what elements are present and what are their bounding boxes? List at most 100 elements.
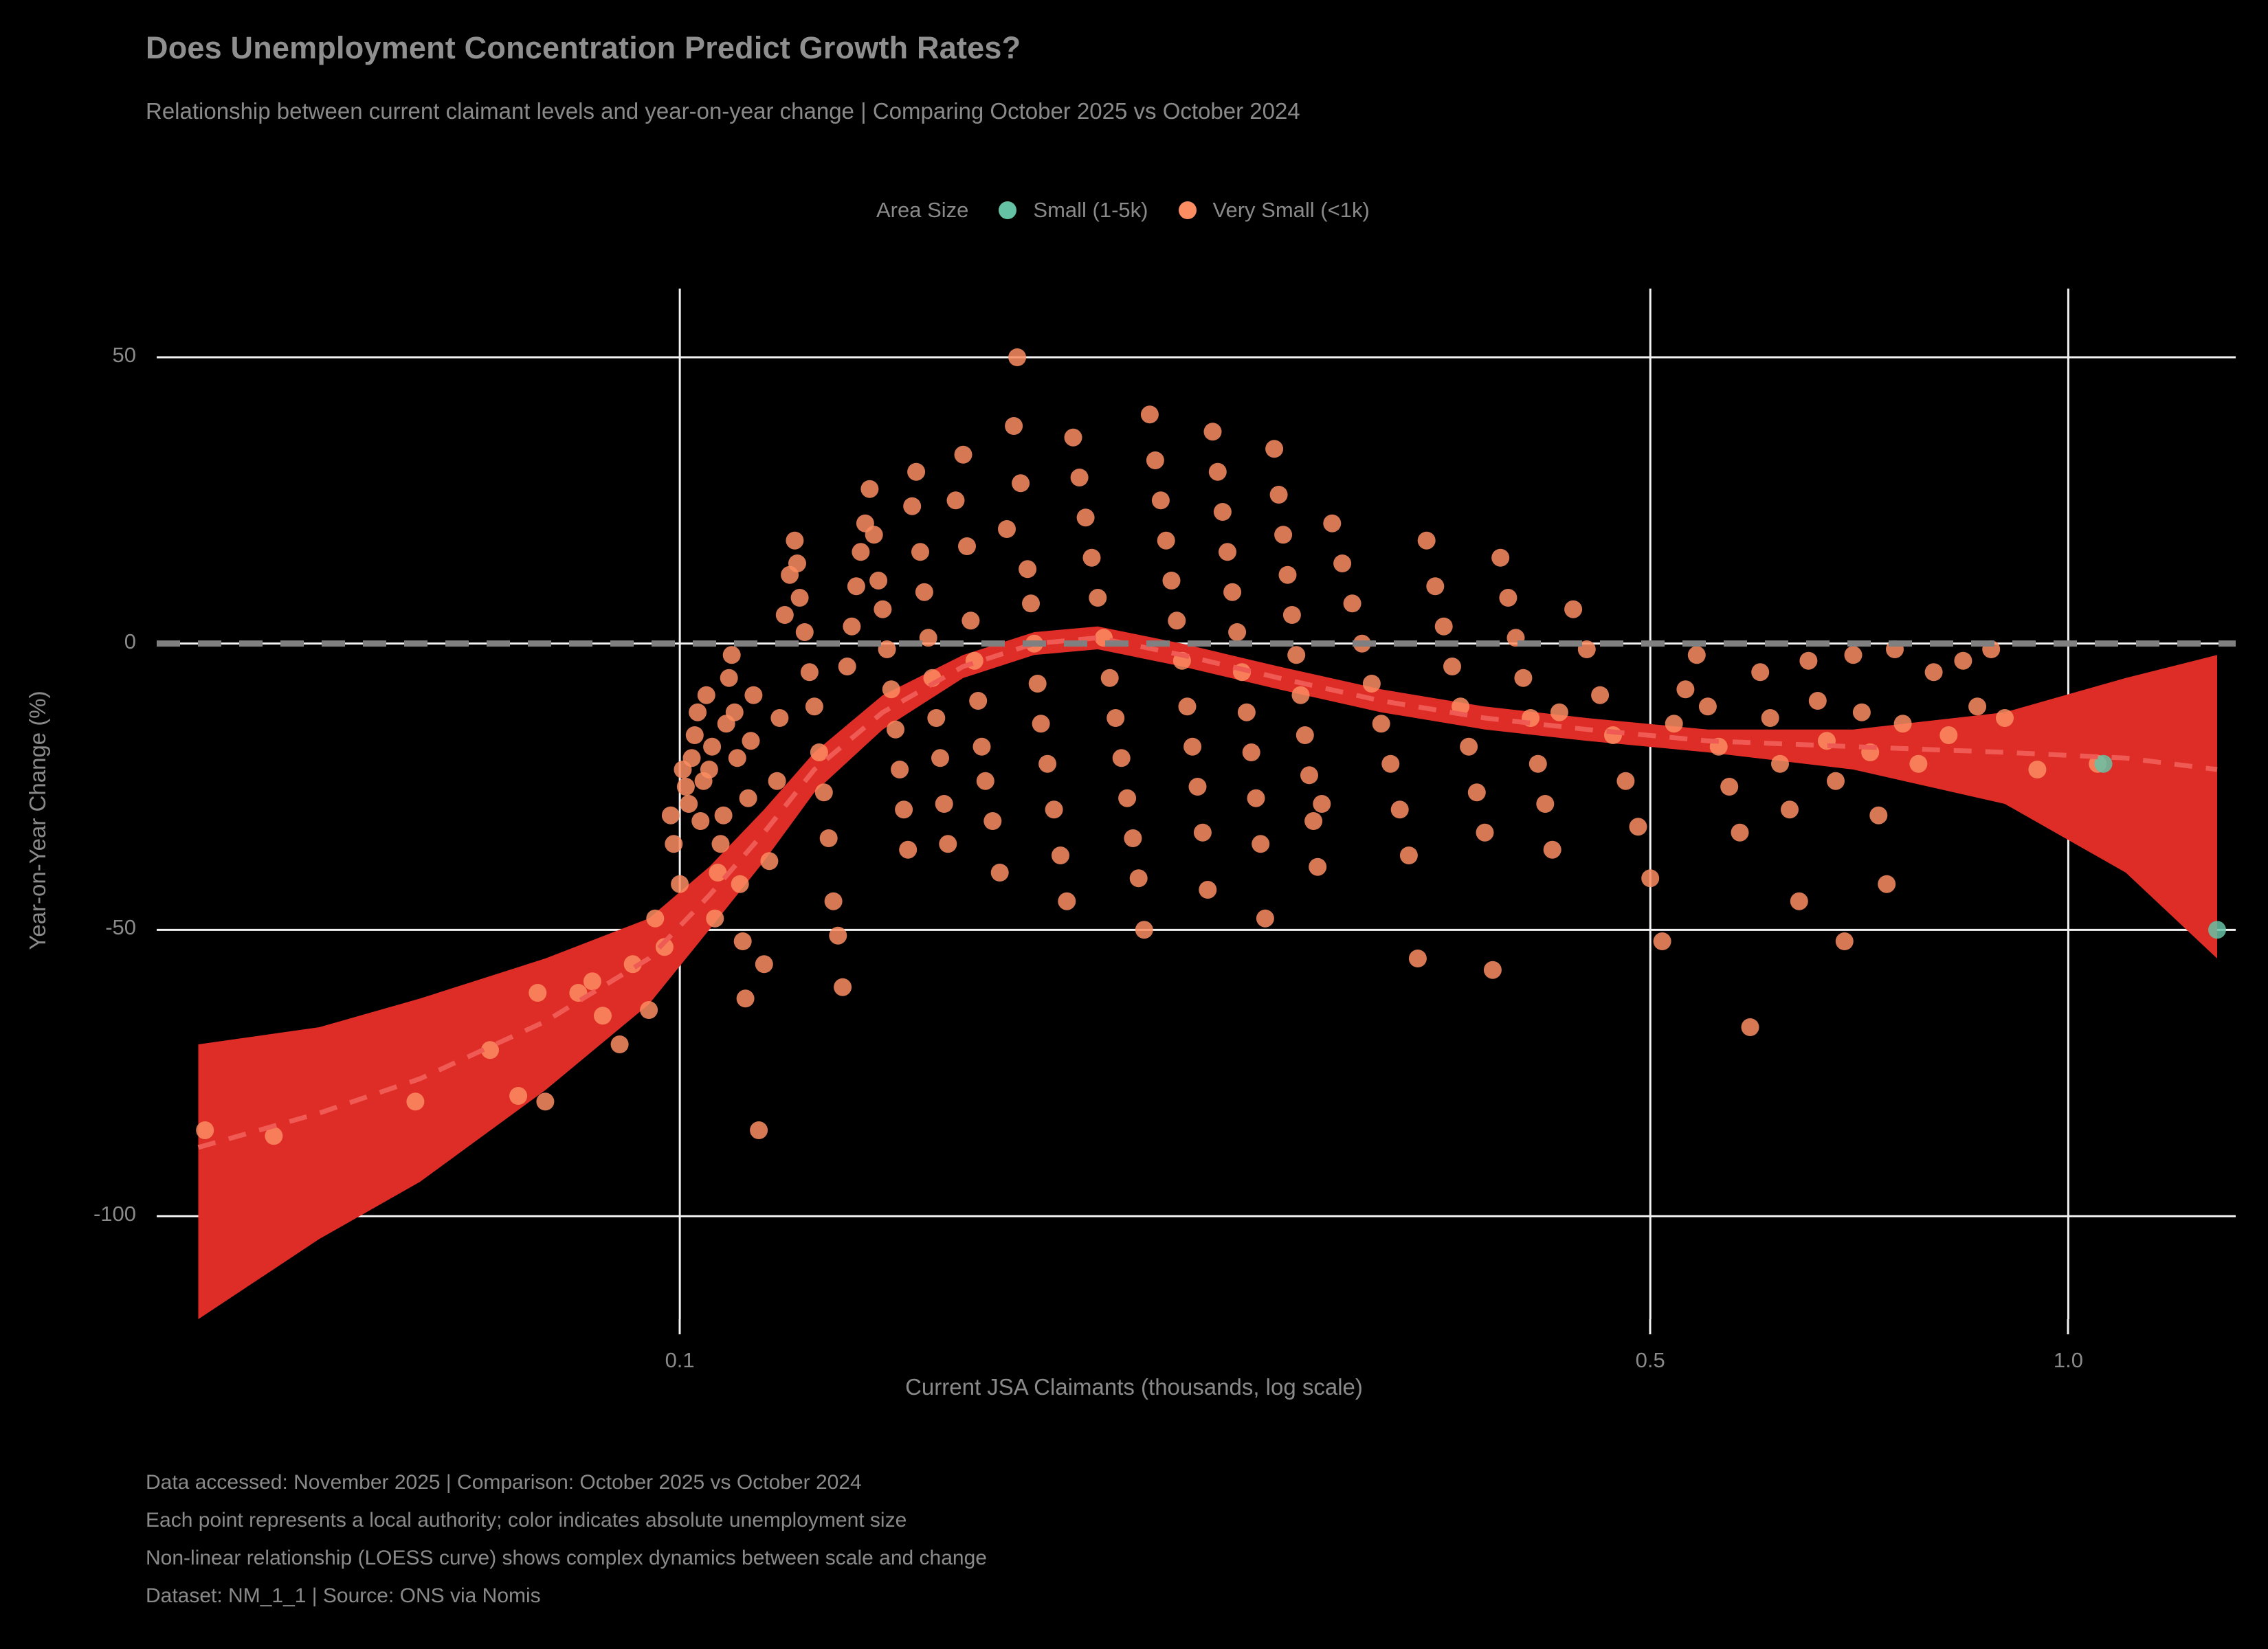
data-point[interactable] [1869, 806, 1888, 824]
data-point[interactable] [1269, 486, 1288, 504]
data-point[interactable] [1247, 789, 1265, 807]
data-point[interactable] [1629, 818, 1647, 836]
data-point[interactable] [1731, 823, 1749, 842]
data-point[interactable] [623, 955, 642, 974]
data-point[interactable] [1282, 606, 1301, 624]
data-point[interactable] [725, 703, 744, 721]
data-point[interactable] [265, 1127, 283, 1145]
data-point[interactable] [1199, 881, 1217, 899]
data-point[interactable] [915, 583, 933, 601]
data-point[interactable] [1012, 474, 1030, 493]
data-point[interactable] [1835, 932, 1854, 950]
data-point[interactable] [1698, 697, 1717, 716]
data-point[interactable] [800, 663, 819, 682]
data-point[interactable] [680, 795, 698, 813]
data-point[interactable] [1213, 503, 1232, 521]
data-point[interactable] [509, 1087, 528, 1105]
data-point[interactable] [790, 589, 809, 607]
data-point[interactable] [1577, 640, 1596, 658]
data-point[interactable] [961, 612, 980, 630]
data-point[interactable] [814, 783, 833, 802]
data-point[interactable] [1045, 800, 1063, 819]
data-point[interactable] [1252, 835, 1270, 853]
data-point[interactable] [1604, 726, 1622, 744]
data-point[interactable] [1909, 754, 1928, 773]
data-point[interactable] [1665, 715, 1683, 733]
data-point[interactable] [1265, 440, 1284, 458]
data-point[interactable] [1781, 800, 1799, 819]
data-point[interactable] [646, 909, 665, 928]
data-point[interactable] [1140, 405, 1159, 424]
data-point[interactable] [1720, 778, 1739, 796]
data-point[interactable] [931, 749, 949, 767]
legend-item-very-small[interactable]: Very Small (<1k) [1178, 198, 1370, 223]
data-point[interactable] [711, 835, 730, 853]
data-point[interactable] [2094, 754, 2113, 773]
data-point[interactable] [1878, 875, 1896, 893]
data-point[interactable] [529, 984, 547, 1002]
data-point[interactable] [1022, 594, 1040, 613]
data-point[interactable] [770, 709, 789, 727]
data-point[interactable] [1343, 594, 1361, 613]
data-point[interactable] [927, 709, 946, 727]
data-point[interactable] [689, 703, 707, 721]
data-point[interactable] [720, 669, 738, 687]
data-point[interactable] [1313, 795, 1331, 813]
data-point[interactable] [697, 686, 715, 704]
data-point[interactable] [935, 795, 953, 813]
data-point[interactable] [1939, 726, 1958, 744]
data-point[interactable] [834, 978, 852, 996]
data-point[interactable] [1157, 531, 1175, 550]
data-point[interactable] [736, 989, 755, 1008]
data-point[interactable] [1408, 950, 1427, 967]
data-point[interactable] [1203, 423, 1222, 441]
data-point[interactable] [691, 812, 710, 830]
data-point[interactable] [852, 543, 870, 561]
data-point[interactable] [1162, 572, 1181, 590]
data-point[interactable] [969, 692, 988, 710]
data-point[interactable] [939, 835, 957, 853]
data-point[interactable] [810, 743, 828, 761]
data-point[interactable] [1893, 715, 1912, 733]
data-point[interactable] [1107, 709, 1125, 727]
data-point[interactable] [594, 1007, 612, 1025]
data-point[interactable] [958, 537, 976, 555]
data-point[interactable] [887, 720, 904, 739]
data-point[interactable] [1564, 600, 1583, 618]
data-point[interactable] [665, 835, 683, 853]
data-point[interactable] [1082, 548, 1101, 567]
data-point[interactable] [1827, 772, 1845, 790]
data-point[interactable] [1996, 709, 2014, 727]
data-point[interactable] [1100, 669, 1119, 687]
data-point[interactable] [1808, 692, 1827, 710]
data-point[interactable] [1372, 715, 1390, 733]
data-point[interactable] [1038, 754, 1057, 773]
data-point[interactable] [1741, 1018, 1759, 1036]
data-point[interactable] [755, 955, 773, 974]
data-point[interactable] [1426, 577, 1445, 596]
data-point[interactable] [976, 772, 994, 790]
data-point[interactable] [1183, 737, 1202, 756]
data-point[interactable] [768, 772, 786, 790]
data-point[interactable] [1323, 514, 1342, 532]
data-point[interactable] [685, 726, 704, 744]
data-point[interactable] [891, 761, 909, 778]
data-point[interactable] [946, 491, 965, 510]
data-point[interactable] [1008, 348, 1027, 366]
data-point[interactable] [1790, 892, 1808, 910]
data-point[interactable] [788, 554, 806, 572]
data-point[interactable] [1550, 703, 1568, 721]
data-point[interactable] [795, 623, 814, 641]
data-point[interactable] [1499, 589, 1517, 607]
data-point[interactable] [1052, 846, 1069, 864]
data-point[interactable] [1058, 892, 1076, 910]
data-point[interactable] [1591, 686, 1610, 704]
data-point[interactable] [700, 761, 718, 778]
data-point[interactable] [2208, 921, 2226, 939]
data-point[interactable] [1309, 857, 1327, 876]
data-point[interactable] [843, 617, 861, 636]
data-point[interactable] [750, 1121, 768, 1139]
data-point[interactable] [990, 864, 1009, 882]
data-point[interactable] [1483, 961, 1502, 979]
data-point[interactable] [1178, 697, 1197, 716]
